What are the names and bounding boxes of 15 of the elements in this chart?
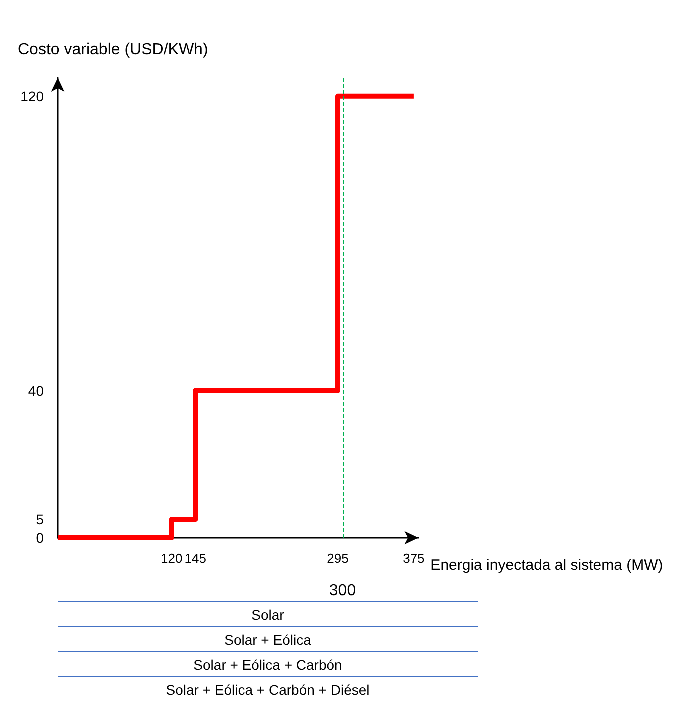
text: Solar + Eólica + Carbón xyxy=(58,651,478,673)
y-tick-label: 40 xyxy=(28,382,44,399)
x-tick-label: 375 xyxy=(403,551,425,566)
x-axis-title: Energia inyectada al sistema (MW) xyxy=(430,557,664,574)
y-tick-label: 0 xyxy=(36,530,44,546)
text: Solar + Eólica + Carbón + Diésel xyxy=(58,676,478,698)
x-tick-label: 295 xyxy=(327,551,349,566)
x-tick-label: 120 xyxy=(161,551,183,566)
y-axis-title: Costo variable (USD/KWh) xyxy=(18,42,208,58)
y-tick-label: 5 xyxy=(36,512,44,528)
ref-line-label: 300 xyxy=(329,582,356,600)
y-tick-label: 120 xyxy=(20,88,44,104)
text: Solar + Eólica xyxy=(58,626,478,648)
text: Solar xyxy=(58,601,478,623)
x-tick-label: 145 xyxy=(184,551,206,566)
